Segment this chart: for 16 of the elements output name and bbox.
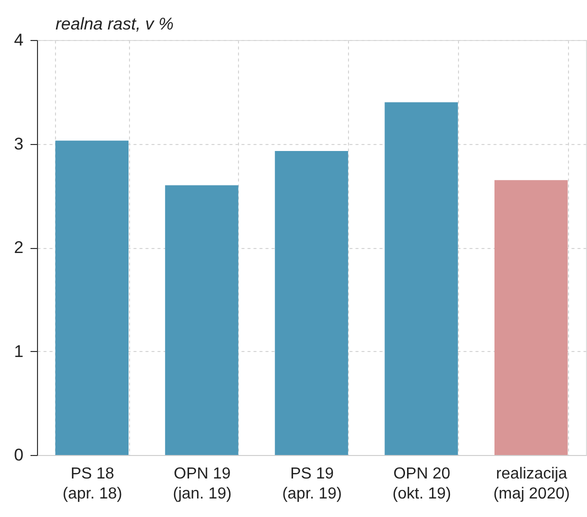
y-tick-label: 0 [14, 446, 24, 464]
y-tick-label: 1 [14, 342, 24, 361]
x-tick-label: OPN 20 (okt. 19) [392, 466, 452, 502]
x-tick-label: PS 19 (apr. 19) [282, 466, 342, 502]
x-tick-label: PS 18 (apr. 18) [62, 466, 122, 502]
y-axis-title: realna rast, v % [56, 14, 174, 34]
bar [55, 140, 129, 455]
x-tick-label: realizacija (maj 2020) [493, 466, 570, 502]
y-tick-label: 3 [14, 134, 24, 154]
y-tick-label: 4 [14, 30, 24, 50]
bar [274, 151, 348, 455]
bar [384, 102, 458, 455]
x-tick-label: OPN 19 (jan. 19) [172, 466, 232, 502]
bar [494, 180, 568, 455]
bar [165, 185, 238, 455]
y-tick-label: 2 [14, 238, 24, 257]
